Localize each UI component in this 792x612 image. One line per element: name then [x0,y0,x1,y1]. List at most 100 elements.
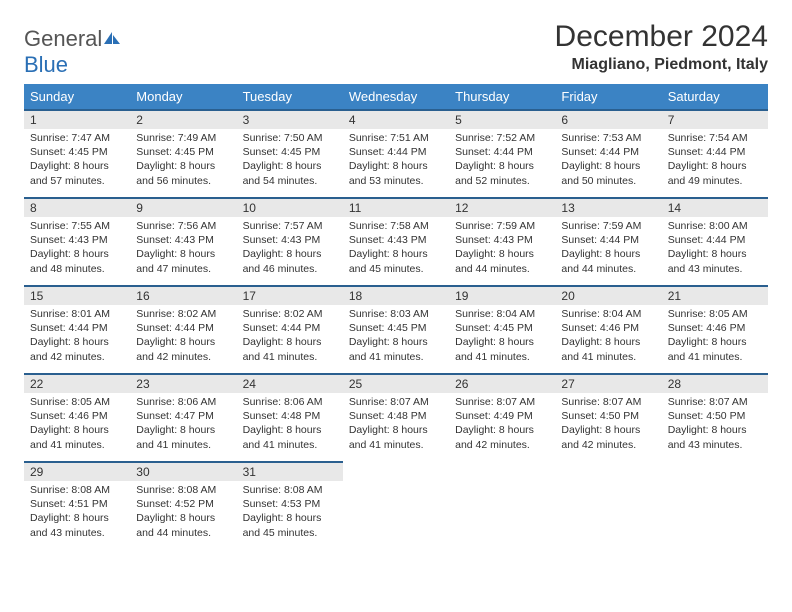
day-details: Sunrise: 7:49 AMSunset: 4:45 PMDaylight:… [130,129,236,192]
day-number: 8 [24,197,130,217]
day-details: Sunrise: 8:05 AMSunset: 4:46 PMDaylight:… [662,305,768,368]
day-number: 7 [662,109,768,129]
day-details: Sunrise: 7:58 AMSunset: 4:43 PMDaylight:… [343,217,449,280]
day-number: 23 [130,373,236,393]
sunset-line: Sunset: 4:43 PM [30,233,124,247]
sunset-line: Sunset: 4:43 PM [349,233,443,247]
daylight-line: Daylight: 8 hours and 56 minutes. [136,159,230,187]
day-details: Sunrise: 8:08 AMSunset: 4:52 PMDaylight:… [130,481,236,544]
calendar-cell: 30Sunrise: 8:08 AMSunset: 4:52 PMDayligh… [130,461,236,544]
sunset-line: Sunset: 4:44 PM [668,233,762,247]
day-details: Sunrise: 7:52 AMSunset: 4:44 PMDaylight:… [449,129,555,192]
day-number: 26 [449,373,555,393]
sunrise-line: Sunrise: 8:07 AM [455,395,549,409]
day-number: 14 [662,197,768,217]
sunset-line: Sunset: 4:44 PM [243,321,337,335]
day-details: Sunrise: 7:59 AMSunset: 4:44 PMDaylight:… [555,217,661,280]
calendar-cell: 17Sunrise: 8:02 AMSunset: 4:44 PMDayligh… [237,285,343,373]
sunrise-line: Sunrise: 8:00 AM [668,219,762,233]
sunrise-line: Sunrise: 7:58 AM [349,219,443,233]
sunrise-line: Sunrise: 8:08 AM [30,483,124,497]
daylight-line: Daylight: 8 hours and 41 minutes. [561,335,655,363]
daylight-line: Daylight: 8 hours and 47 minutes. [136,247,230,275]
day-number: 17 [237,285,343,305]
calendar-cell: 8Sunrise: 7:55 AMSunset: 4:43 PMDaylight… [24,197,130,285]
daylight-line: Daylight: 8 hours and 41 minutes. [349,335,443,363]
daylight-line: Daylight: 8 hours and 52 minutes. [455,159,549,187]
daylight-line: Daylight: 8 hours and 43 minutes. [668,247,762,275]
day-details: Sunrise: 7:53 AMSunset: 4:44 PMDaylight:… [555,129,661,192]
calendar-cell: 13Sunrise: 7:59 AMSunset: 4:44 PMDayligh… [555,197,661,285]
sunset-line: Sunset: 4:53 PM [243,497,337,511]
day-details: Sunrise: 8:05 AMSunset: 4:46 PMDaylight:… [24,393,130,456]
calendar-cell: 6Sunrise: 7:53 AMSunset: 4:44 PMDaylight… [555,109,661,197]
sunset-line: Sunset: 4:45 PM [455,321,549,335]
day-number: 9 [130,197,236,217]
calendar-cell [662,461,768,544]
sunset-line: Sunset: 4:52 PM [136,497,230,511]
sunset-line: Sunset: 4:44 PM [136,321,230,335]
day-details: Sunrise: 8:07 AMSunset: 4:50 PMDaylight:… [662,393,768,456]
sunset-line: Sunset: 4:44 PM [668,145,762,159]
calendar-cell: 23Sunrise: 8:06 AMSunset: 4:47 PMDayligh… [130,373,236,461]
sunrise-line: Sunrise: 8:03 AM [349,307,443,321]
brand-logo: GeneralBlue [24,20,122,78]
sunset-line: Sunset: 4:50 PM [668,409,762,423]
daylight-line: Daylight: 8 hours and 41 minutes. [243,335,337,363]
day-number: 21 [662,285,768,305]
daylight-line: Daylight: 8 hours and 54 minutes. [243,159,337,187]
sunrise-line: Sunrise: 7:51 AM [349,131,443,145]
sunrise-line: Sunrise: 8:05 AM [30,395,124,409]
sunset-line: Sunset: 4:45 PM [136,145,230,159]
daylight-line: Daylight: 8 hours and 46 minutes. [243,247,337,275]
title-block: December 2024 Miagliano, Piedmont, Italy [555,20,768,74]
sail-icon [102,26,122,42]
day-number: 27 [555,373,661,393]
day-number: 13 [555,197,661,217]
sunrise-line: Sunrise: 8:07 AM [349,395,443,409]
sunrise-line: Sunrise: 8:01 AM [30,307,124,321]
calendar-row: 22Sunrise: 8:05 AMSunset: 4:46 PMDayligh… [24,373,768,461]
sunrise-line: Sunrise: 8:06 AM [136,395,230,409]
sunset-line: Sunset: 4:43 PM [455,233,549,247]
daylight-line: Daylight: 8 hours and 44 minutes. [561,247,655,275]
calendar-cell: 11Sunrise: 7:58 AMSunset: 4:43 PMDayligh… [343,197,449,285]
day-details: Sunrise: 7:59 AMSunset: 4:43 PMDaylight:… [449,217,555,280]
sunrise-line: Sunrise: 8:07 AM [668,395,762,409]
calendar-cell: 22Sunrise: 8:05 AMSunset: 4:46 PMDayligh… [24,373,130,461]
daylight-line: Daylight: 8 hours and 44 minutes. [136,511,230,539]
sunrise-line: Sunrise: 7:59 AM [561,219,655,233]
sunrise-line: Sunrise: 7:57 AM [243,219,337,233]
sunrise-line: Sunrise: 8:07 AM [561,395,655,409]
sunrise-line: Sunrise: 8:02 AM [243,307,337,321]
calendar-cell: 16Sunrise: 8:02 AMSunset: 4:44 PMDayligh… [130,285,236,373]
day-number: 29 [24,461,130,481]
sunrise-line: Sunrise: 8:02 AM [136,307,230,321]
sunset-line: Sunset: 4:50 PM [561,409,655,423]
day-number: 11 [343,197,449,217]
sunrise-line: Sunrise: 7:52 AM [455,131,549,145]
day-number: 16 [130,285,236,305]
day-details: Sunrise: 8:02 AMSunset: 4:44 PMDaylight:… [237,305,343,368]
day-number: 19 [449,285,555,305]
calendar-cell: 1Sunrise: 7:47 AMSunset: 4:45 PMDaylight… [24,109,130,197]
calendar-row: 1Sunrise: 7:47 AMSunset: 4:45 PMDaylight… [24,109,768,197]
calendar-cell [449,461,555,544]
day-details: Sunrise: 7:55 AMSunset: 4:43 PMDaylight:… [24,217,130,280]
day-details: Sunrise: 7:47 AMSunset: 4:45 PMDaylight:… [24,129,130,192]
daylight-line: Daylight: 8 hours and 41 minutes. [668,335,762,363]
calendar-cell: 4Sunrise: 7:51 AMSunset: 4:44 PMDaylight… [343,109,449,197]
sunrise-line: Sunrise: 7:55 AM [30,219,124,233]
day-number: 18 [343,285,449,305]
calendar-cell: 9Sunrise: 7:56 AMSunset: 4:43 PMDaylight… [130,197,236,285]
day-details: Sunrise: 8:07 AMSunset: 4:50 PMDaylight:… [555,393,661,456]
calendar-cell: 15Sunrise: 8:01 AMSunset: 4:44 PMDayligh… [24,285,130,373]
day-number: 10 [237,197,343,217]
calendar-cell: 20Sunrise: 8:04 AMSunset: 4:46 PMDayligh… [555,285,661,373]
calendar-cell: 7Sunrise: 7:54 AMSunset: 4:44 PMDaylight… [662,109,768,197]
sunrise-line: Sunrise: 8:05 AM [668,307,762,321]
page-title: December 2024 [555,20,768,54]
day-header-row: Sunday Monday Tuesday Wednesday Thursday… [24,84,768,109]
daylight-line: Daylight: 8 hours and 49 minutes. [668,159,762,187]
calendar-cell: 19Sunrise: 8:04 AMSunset: 4:45 PMDayligh… [449,285,555,373]
